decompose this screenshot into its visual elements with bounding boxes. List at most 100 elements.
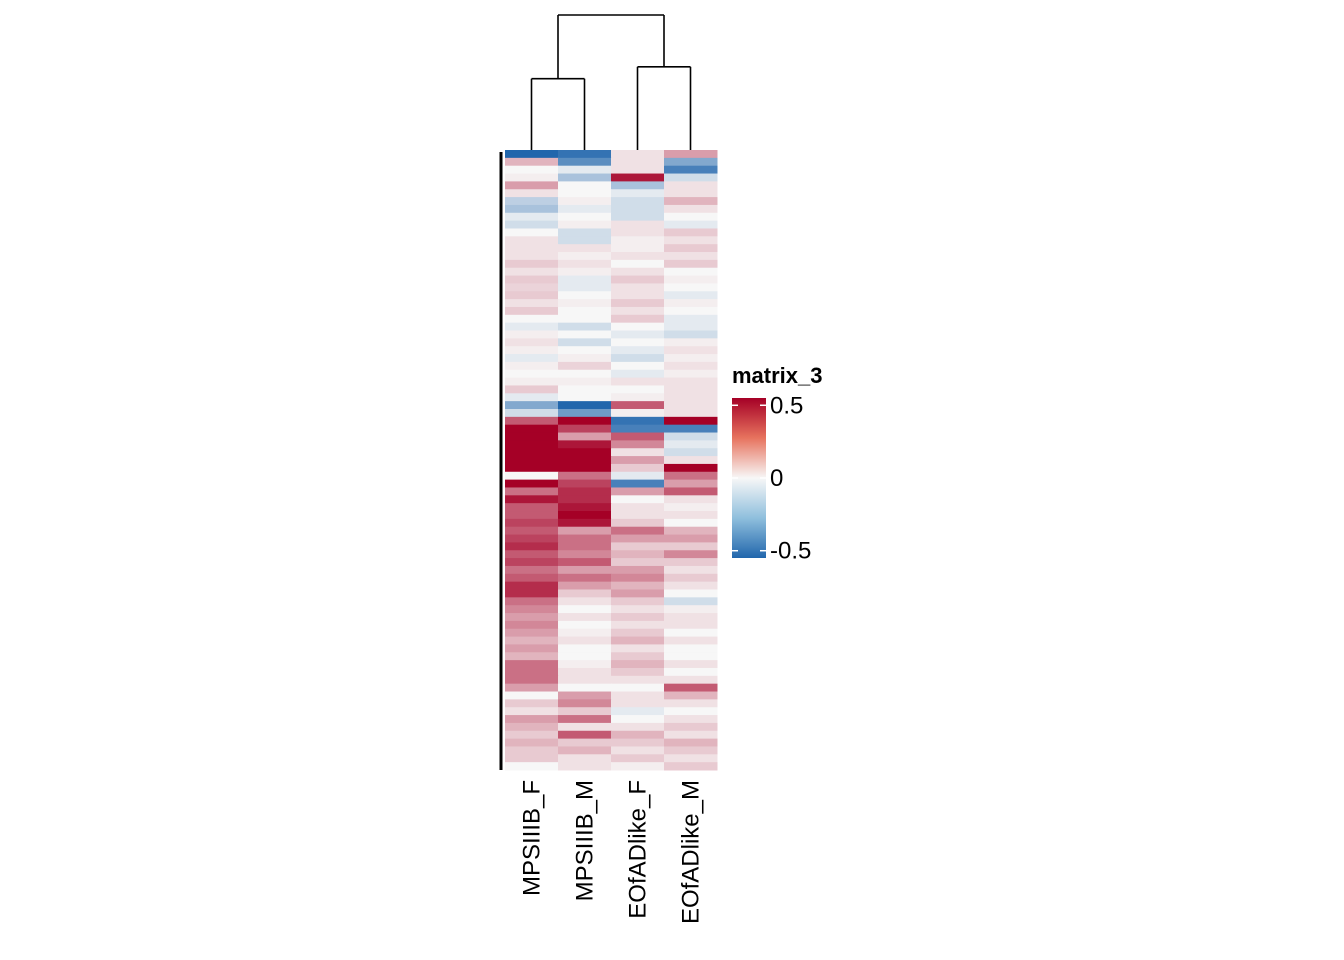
heatmap-cell <box>505 573 559 583</box>
heatmap-cell <box>505 754 559 763</box>
heatmap-cell <box>505 173 559 182</box>
heatmap-cell <box>611 652 665 661</box>
heatmap-cell <box>664 463 718 473</box>
heatmap-cell <box>664 762 718 771</box>
heatmap-cell <box>611 487 665 496</box>
heatmap-cell <box>558 173 612 182</box>
heatmap-cell <box>505 369 559 379</box>
heatmap-cell <box>664 393 718 402</box>
heatmap-cell <box>558 299 612 308</box>
heatmap-cell <box>505 314 559 324</box>
heatmap-cell <box>505 675 559 685</box>
heatmap-cell <box>558 189 612 198</box>
heatmap-cell <box>664 573 718 583</box>
heatmap-cell <box>558 550 612 559</box>
heatmap-cell <box>664 691 718 700</box>
legend-tick-label: 0 <box>770 465 783 492</box>
heatmap-cell <box>505 346 559 355</box>
heatmap-cell <box>505 244 559 253</box>
heatmap-cell <box>558 291 612 300</box>
heatmap-cell <box>611 699 665 708</box>
heatmap-cell <box>664 738 718 747</box>
heatmap-cell <box>611 542 665 551</box>
heatmap-cell <box>611 385 665 394</box>
heatmap-cell <box>505 306 559 316</box>
heatmap-cell <box>505 456 559 465</box>
heatmap-cell <box>558 605 612 614</box>
heatmap-cell <box>505 204 559 214</box>
heatmap-cell <box>558 754 612 763</box>
heatmap-cell <box>558 283 612 292</box>
heatmap-cell <box>611 581 665 590</box>
heatmap-cell <box>558 652 612 661</box>
heatmap-cell <box>505 361 559 371</box>
heatmap-cell <box>505 628 559 638</box>
heatmap-cell <box>664 730 718 740</box>
heatmap-cell <box>558 738 612 747</box>
heatmap-cell <box>664 377 718 386</box>
heatmap-cell <box>558 636 612 645</box>
heatmap-cell <box>611 283 665 292</box>
heatmap-cell <box>611 354 665 363</box>
heatmap-cell <box>558 346 612 355</box>
heatmap-cell <box>558 150 612 159</box>
heatmap-cell <box>664 605 718 614</box>
heatmap-cell <box>505 605 559 614</box>
heatmap-cell <box>558 408 612 418</box>
heatmap-cell <box>664 408 718 418</box>
heatmap-cell <box>558 542 612 551</box>
heatmap-cell <box>558 573 612 583</box>
heatmap-cell <box>611 691 665 700</box>
heatmap-cell <box>611 503 665 512</box>
heatmap-cell <box>505 699 559 708</box>
heatmap-cell <box>505 565 559 575</box>
heatmap-cell <box>611 189 665 198</box>
heatmap-cell <box>611 299 665 308</box>
heatmap-cell <box>664 361 718 371</box>
heatmap-cell <box>611 715 665 724</box>
column-label: MPSIIIB_F <box>519 780 546 896</box>
heatmap-cell <box>664 165 718 175</box>
heatmap-cell <box>505 377 559 386</box>
heatmap-cell <box>664 746 718 755</box>
heatmap-cell <box>558 722 612 732</box>
heatmap-cell <box>664 228 718 237</box>
heatmap-cell <box>558 338 612 347</box>
heatmap-cell <box>611 636 665 645</box>
heatmap-cell <box>611 369 665 379</box>
heatmap-cell <box>558 424 612 434</box>
heatmap-cell <box>664 306 718 316</box>
heatmap-cell <box>611 432 665 441</box>
heatmap-cell <box>664 275 718 284</box>
heatmap-cell <box>505 259 559 269</box>
heatmap-cell <box>611 675 665 685</box>
heatmap-cell <box>664 432 718 441</box>
heatmap-cell <box>505 652 559 661</box>
heatmap-cell <box>505 440 559 449</box>
heatmap-cell <box>611 330 665 339</box>
heatmap-cell <box>558 675 612 685</box>
column-label: EOfADlike_M <box>678 780 705 924</box>
heatmap-cell <box>664 644 718 653</box>
heatmap-cell <box>664 565 718 575</box>
heatmap-cell <box>558 440 612 449</box>
heatmap-cell <box>558 354 612 363</box>
heatmap-cell <box>611 401 665 410</box>
heatmap-cell <box>611 550 665 559</box>
heatmap-cell <box>558 220 612 229</box>
heatmap-cell <box>664 503 718 512</box>
heatmap-cell <box>611 259 665 269</box>
heatmap-cell <box>611 565 665 575</box>
heatmap-cell <box>664 707 718 716</box>
heatmap-cell <box>505 746 559 755</box>
heatmap-cell <box>664 283 718 292</box>
heatmap-cell <box>664 542 718 551</box>
heatmap-cell <box>664 173 718 182</box>
heatmap-cell <box>558 259 612 269</box>
heatmap-cell <box>505 550 559 559</box>
heatmap-cell <box>558 377 612 386</box>
heatmap-cell <box>611 416 665 426</box>
heatmap-cell <box>505 730 559 740</box>
heatmap-cell <box>664 189 718 198</box>
heatmap-cell <box>505 518 559 528</box>
